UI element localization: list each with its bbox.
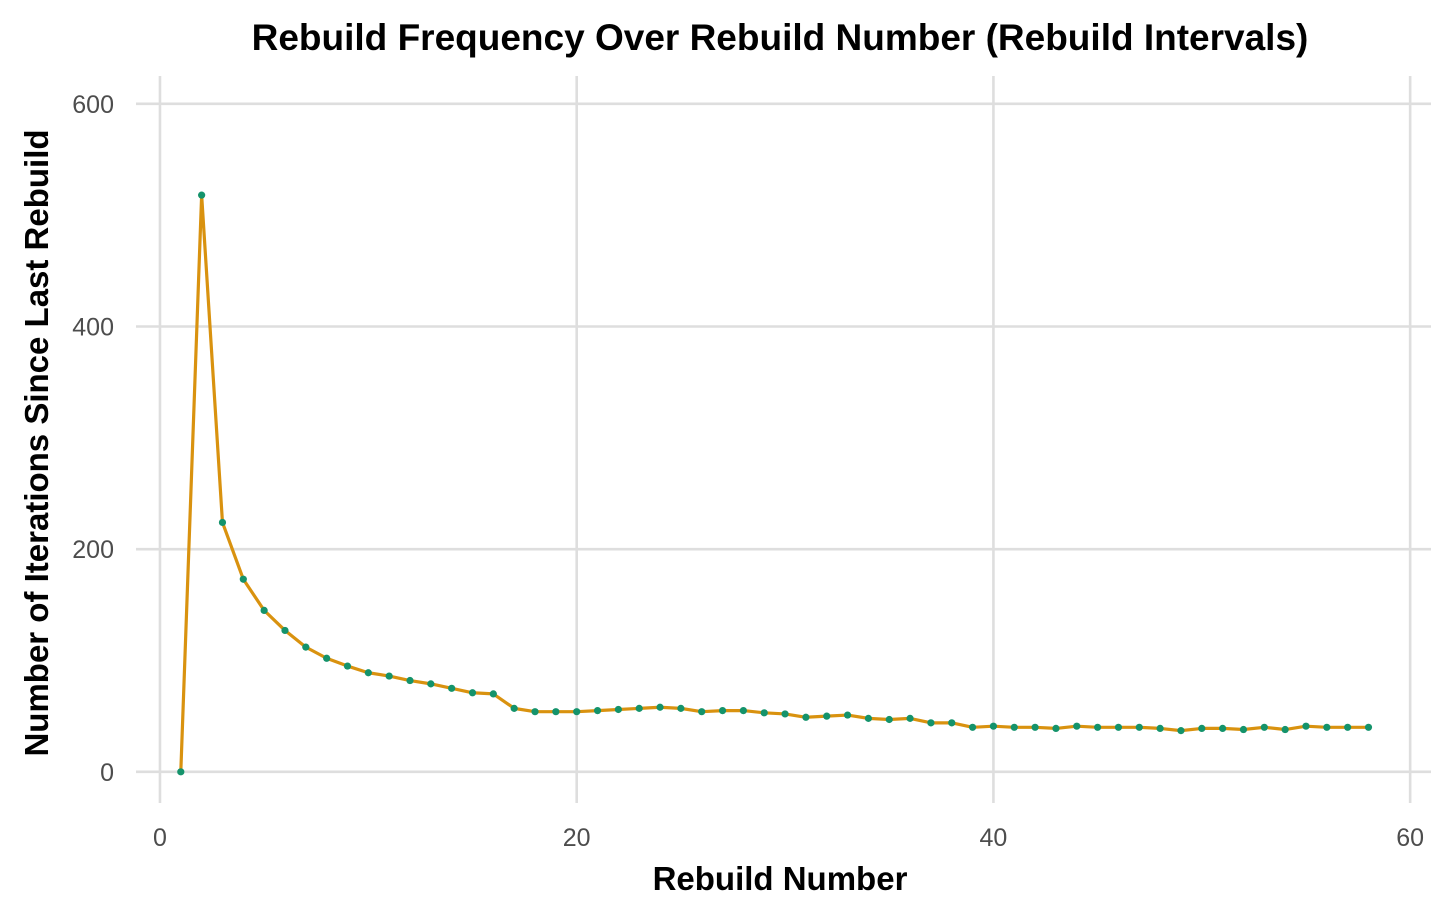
data-point [531, 708, 539, 716]
data-point [1302, 722, 1310, 730]
data-point [343, 662, 352, 670]
data-point [323, 654, 331, 662]
data-point [968, 723, 977, 731]
grid [136, 76, 1431, 803]
data-point [364, 669, 372, 677]
data-point [1010, 723, 1018, 731]
data-point [510, 704, 518, 712]
data-point [885, 715, 893, 724]
data-point [843, 711, 852, 719]
data-point [698, 708, 706, 716]
data-point [260, 606, 268, 614]
data-point [239, 575, 247, 583]
y-tick-label: 400 [72, 313, 114, 341]
data-point [1135, 723, 1143, 731]
data-point [635, 704, 643, 712]
data-point [1239, 725, 1248, 734]
data-point [468, 689, 477, 697]
data-point [281, 626, 289, 635]
data-point [802, 713, 810, 721]
data-point [385, 672, 393, 680]
data-point [198, 191, 206, 199]
data-point [552, 708, 560, 716]
data-point [1114, 723, 1123, 731]
data-point [739, 706, 747, 715]
data-point [1198, 724, 1206, 733]
x-tick-label: 40 [980, 824, 1008, 852]
data-point [656, 703, 664, 711]
data-point [1219, 724, 1227, 733]
x-tick-label: 0 [153, 824, 167, 852]
data-point [1177, 727, 1185, 735]
x-tick-label: 60 [1396, 824, 1424, 852]
data-point [823, 712, 831, 720]
data-point [906, 714, 914, 722]
data-point [406, 676, 414, 685]
x-tick-label: 20 [563, 824, 591, 852]
data-point [593, 706, 602, 715]
data-point [1031, 723, 1039, 731]
chart-title: Rebuild Frequency Over Rebuild Number (R… [252, 17, 1309, 58]
data-point [927, 719, 935, 727]
y-tick-label: 200 [72, 536, 114, 564]
data-point [1323, 723, 1331, 731]
data-point [448, 684, 456, 692]
data-point [1052, 724, 1060, 733]
data-point [1344, 723, 1352, 731]
data-point [989, 722, 998, 730]
y-tick-label: 0 [100, 759, 114, 787]
data-point [302, 643, 310, 651]
data-point [1281, 725, 1289, 734]
data-point [718, 706, 727, 715]
data-point [427, 680, 435, 688]
data-point [573, 708, 581, 716]
data-point [1073, 722, 1081, 730]
series-line [179, 193, 1371, 774]
y-axis-title: Number of Iterations Since Last Rebuild [18, 129, 55, 756]
data-point [1094, 723, 1102, 731]
data-point [1364, 723, 1373, 731]
data-points [177, 191, 1373, 776]
y-tick-label: 600 [72, 91, 114, 119]
data-point [677, 704, 685, 712]
data-point [614, 705, 622, 714]
data-point [1260, 723, 1268, 731]
series [179, 193, 1371, 774]
data-point [864, 714, 873, 722]
data-point [948, 719, 956, 727]
data-point [760, 709, 768, 717]
data-point [218, 518, 227, 527]
tick-labels: 0 200 400 600 0 20 40 60 [72, 91, 1424, 852]
x-axis-title: Rebuild Number [653, 860, 908, 897]
data-point [1156, 724, 1164, 733]
data-point [489, 690, 497, 698]
data-point [177, 768, 185, 776]
data-point [781, 710, 789, 718]
